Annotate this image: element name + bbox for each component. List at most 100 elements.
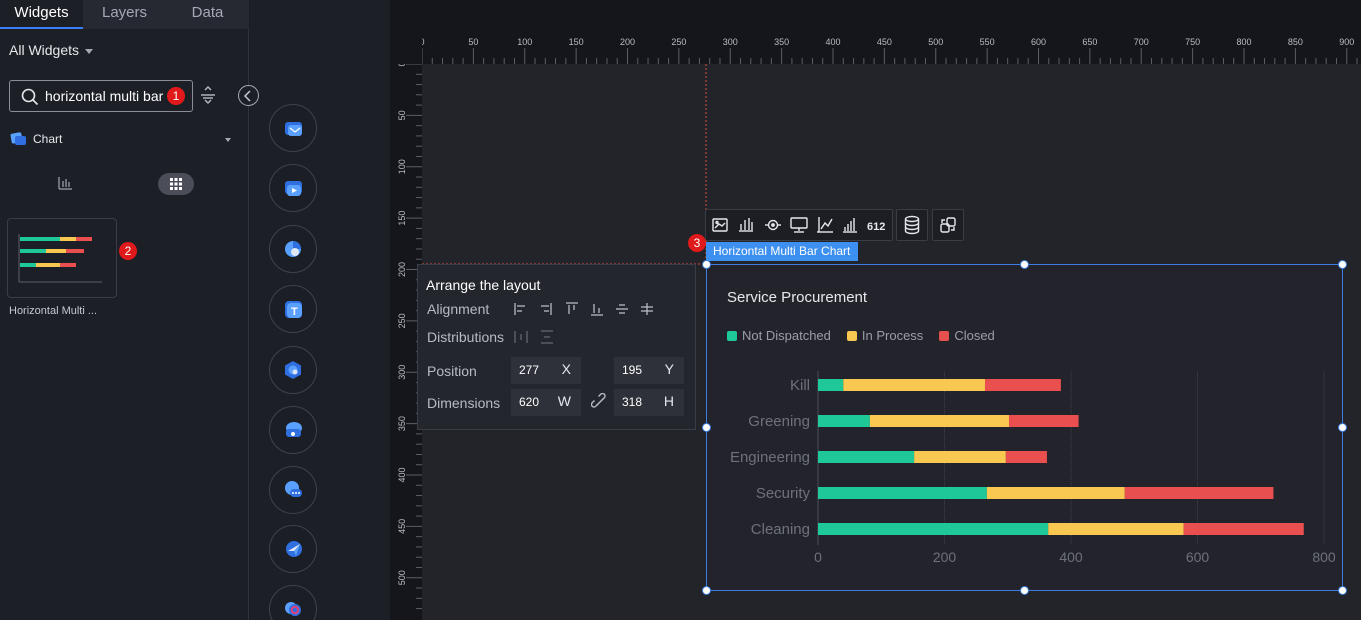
target-icon[interactable]	[765, 219, 781, 231]
widget-shortcut-2[interactable]	[269, 164, 317, 212]
widget-card-horizontal-multi-bar[interactable]	[7, 218, 117, 298]
search-icon	[21, 88, 39, 106]
position-y-unit: Y	[664, 361, 674, 377]
arrange-title: Arrange the layout	[426, 277, 541, 293]
resize-handle-bottom[interactable]	[1020, 586, 1029, 595]
distribute-horizontal-icon[interactable]	[514, 331, 528, 343]
resize-handle-top-left[interactable]	[702, 260, 711, 269]
bar-segment[interactable]	[1009, 415, 1079, 427]
height-field[interactable]: 318 H	[614, 389, 684, 416]
collapse-panel-button[interactable]	[238, 85, 259, 106]
align-right-icon[interactable]	[541, 303, 552, 315]
bar-segment[interactable]	[869, 415, 1010, 427]
send-widget-icon	[286, 541, 302, 557]
bar-segment[interactable]	[818, 523, 1049, 535]
ruler-left-label: 50	[397, 110, 407, 120]
widget-shortcut-4[interactable]: T	[269, 285, 317, 333]
tab-data[interactable]: Data	[191, 4, 224, 21]
distribute-vertical-icon[interactable]	[541, 330, 553, 344]
bar-segment[interactable]	[1048, 523, 1184, 535]
y-category-label: Kill	[790, 377, 810, 394]
all-widgets-dropdown[interactable]: All Widgets	[9, 42, 94, 58]
arrange-layout-panel: Arrange the layout Alignment Distributio…	[417, 264, 696, 430]
ruler-top-label: 350	[774, 37, 789, 47]
widget-shortcut-3[interactable]	[269, 225, 317, 273]
grid-view-toggle[interactable]	[158, 173, 194, 195]
interaction-icon[interactable]	[933, 210, 963, 240]
bar-segment[interactable]	[818, 487, 987, 499]
ruler-top-label: 800	[1236, 37, 1251, 47]
bar-segment[interactable]	[1124, 487, 1274, 499]
bar-segment[interactable]	[1183, 523, 1304, 535]
legend-item-not-dispatched[interactable]: Not Dispatched	[727, 328, 831, 343]
filter-icon[interactable]	[200, 86, 216, 104]
ring-widget-icon	[285, 602, 301, 616]
step-badge-3: 3	[688, 234, 706, 252]
bar-segment[interactable]	[984, 379, 1061, 391]
bar-segment[interactable]	[986, 487, 1125, 499]
database-icon[interactable]	[897, 210, 927, 240]
category-chart[interactable]: Chart	[10, 131, 234, 149]
column-chart-icon[interactable]	[843, 218, 857, 233]
tab-layers[interactable]: Layers	[101, 4, 148, 21]
list-view-icon[interactable]	[57, 175, 73, 191]
step-badge-1: 1	[167, 87, 185, 105]
search-input[interactable]	[45, 87, 165, 105]
bar-segment[interactable]	[843, 379, 985, 391]
ruler-left-label: 150	[397, 211, 407, 226]
position-label: Position	[427, 363, 477, 379]
ruler-left-label: 200	[397, 262, 407, 277]
resize-handle-right[interactable]	[1338, 423, 1347, 432]
position-x-value: 277	[519, 363, 540, 377]
monitor-icon[interactable]	[790, 217, 808, 233]
resize-handle-left[interactable]	[702, 423, 711, 432]
widget-shortcut-1[interactable]	[269, 104, 317, 152]
image-icon[interactable]	[712, 218, 728, 232]
chart-legend: Not Dispatched In Process Closed	[727, 328, 1011, 343]
height-value: 318	[622, 395, 643, 409]
ruler-top-label: 500	[928, 37, 943, 47]
widget-shortcut-5[interactable]	[269, 346, 317, 394]
bar-segment[interactable]	[914, 451, 1006, 463]
align-middle-icon[interactable]	[616, 304, 628, 314]
ruler-top-label: 400	[825, 37, 840, 47]
resize-handle-top[interactable]	[1020, 260, 1029, 269]
resize-handle-top-right[interactable]	[1338, 260, 1347, 269]
horizontal-multi-bar-chart[interactable]: Service Procurement Not Dispatched In Pr…	[706, 264, 1343, 591]
axis-icon[interactable]	[817, 217, 833, 233]
widget-shortcut-7[interactable]	[269, 466, 317, 514]
chart-plot: 0 200 400 600 800 Kill Greening Engineering Secu…	[730, 371, 1336, 565]
bar-segment[interactable]	[818, 451, 915, 463]
position-y-field[interactable]: 195 Y	[614, 357, 684, 384]
link-icon[interactable]	[591, 393, 609, 411]
ruler-top-label: 100	[517, 37, 532, 47]
bar-segment[interactable]	[818, 379, 844, 391]
align-left-icon[interactable]	[514, 303, 525, 315]
widget-shortcut-8[interactable]	[269, 525, 317, 573]
legend-label: Closed	[954, 328, 995, 343]
y-category-label: Greening	[748, 413, 810, 430]
bar-segment[interactable]	[1005, 451, 1047, 463]
align-center-icon[interactable]	[641, 303, 653, 315]
bar-chart-icon[interactable]	[739, 218, 753, 232]
number-612-icon[interactable]: 612	[867, 221, 885, 233]
legend-item-in-process[interactable]: In Process	[846, 328, 923, 343]
legend-item-closed[interactable]: Closed	[939, 328, 995, 343]
widget-shortcut-6[interactable]	[269, 406, 317, 454]
legend-label: Not Dispatched	[742, 328, 831, 343]
tab-widgets[interactable]: Widgets	[0, 0, 83, 29]
width-field[interactable]: 620 W	[511, 389, 581, 416]
text-widget-icon: T	[285, 301, 302, 318]
position-y-value: 195	[622, 363, 643, 377]
resize-handle-bottom-right[interactable]	[1338, 586, 1347, 595]
position-x-field[interactable]: 277 X	[511, 357, 581, 384]
x-tick-label: 600	[1186, 549, 1210, 565]
bar-segment[interactable]	[818, 415, 870, 427]
resize-handle-bottom-left[interactable]	[702, 586, 711, 595]
widget-shortcut-9[interactable]	[269, 585, 317, 620]
align-top-icon[interactable]	[566, 302, 578, 314]
ruler-top-label: 750	[1185, 37, 1200, 47]
align-bottom-icon[interactable]	[591, 304, 603, 316]
search-box[interactable]	[9, 80, 193, 112]
toolbar-group-config: 612	[705, 209, 893, 241]
